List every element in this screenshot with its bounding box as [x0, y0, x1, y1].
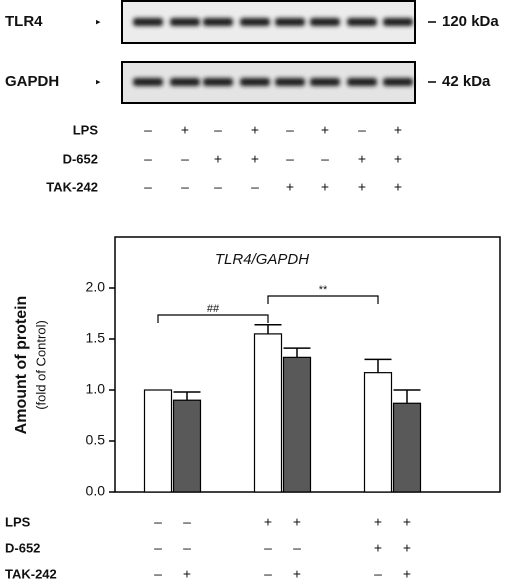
sign: +: [403, 566, 411, 582]
band: [310, 78, 340, 86]
y-label: Amount of protein: [13, 296, 30, 435]
sign: –: [264, 566, 272, 582]
sign: –: [144, 122, 152, 138]
band: [170, 18, 200, 26]
sign: –: [183, 514, 191, 530]
sign: –: [154, 514, 162, 530]
sign: –: [214, 122, 222, 138]
sign: +: [183, 566, 191, 582]
sign: +: [251, 122, 259, 138]
band: [275, 78, 305, 86]
sign: –: [251, 179, 259, 195]
sign: +: [251, 151, 259, 167]
y-tick-label: 2.0: [86, 279, 106, 295]
bar: [253, 333, 283, 493]
band: [275, 18, 305, 26]
sign: +: [403, 540, 411, 556]
band: [240, 18, 270, 26]
sign: –: [144, 151, 152, 167]
y-tick-label: 0.5: [86, 432, 106, 448]
band: [347, 18, 377, 26]
sign: +: [214, 151, 222, 167]
bar: [282, 356, 312, 493]
sign: –: [154, 540, 162, 556]
condition-label: LPS: [5, 514, 31, 529]
sign: –: [321, 151, 329, 167]
condition-label: D-652: [63, 151, 98, 166]
bar: [143, 389, 173, 493]
annotation: ##: [207, 303, 220, 315]
condition-label: LPS: [73, 122, 99, 137]
sign: +: [321, 179, 329, 195]
y-tick-label: 0.0: [86, 483, 106, 499]
bracket: [157, 314, 269, 323]
sign: –: [358, 122, 366, 138]
bar: [172, 399, 202, 493]
sign: –: [144, 179, 152, 195]
band: [383, 78, 413, 86]
bar: [363, 372, 393, 493]
bar: [392, 402, 422, 493]
sign: –: [286, 151, 294, 167]
band: [133, 18, 163, 26]
arrow: ▸: [96, 76, 101, 86]
band: [240, 78, 270, 86]
band: [203, 78, 233, 86]
sign: +: [358, 179, 366, 195]
band: [170, 78, 200, 86]
sign: +: [321, 122, 329, 138]
blot-label: TLR4: [5, 13, 43, 30]
sign: –: [264, 540, 272, 556]
sign: +: [374, 540, 382, 556]
blot-label: GAPDH: [5, 73, 59, 90]
sign: +: [394, 179, 402, 195]
y-sublabel: (fold of Control): [33, 320, 48, 410]
bracket: [267, 295, 379, 304]
annotation: **: [319, 284, 328, 296]
condition-label: D-652: [5, 540, 40, 555]
sign: +: [286, 179, 294, 195]
sign: +: [293, 566, 301, 582]
sign: –: [181, 179, 189, 195]
sign: –: [286, 122, 294, 138]
sign: +: [181, 122, 189, 138]
arrow: ▸: [96, 16, 101, 26]
condition-label: TAK-242: [46, 179, 98, 194]
band: [203, 18, 233, 26]
condition-label: TAK-242: [5, 566, 57, 581]
chart-title: TLR4/GAPDH: [215, 251, 309, 268]
sign: –: [181, 151, 189, 167]
sign: +: [264, 514, 272, 530]
sign: –: [154, 566, 162, 582]
band: [347, 78, 377, 86]
sign: +: [374, 514, 382, 530]
sign: +: [403, 514, 411, 530]
sign: –: [214, 179, 222, 195]
sign: +: [394, 151, 402, 167]
size-label: 120 kDa: [442, 13, 499, 30]
y-tick-label: 1.5: [86, 330, 106, 346]
band: [310, 18, 340, 26]
sign: –: [374, 566, 382, 582]
sign: –: [293, 540, 301, 556]
y-tick-label: 1.0: [86, 381, 106, 397]
band: [383, 18, 413, 26]
sign: –: [183, 540, 191, 556]
band: [133, 78, 163, 86]
sign: +: [358, 151, 366, 167]
sign: +: [293, 514, 301, 530]
size-label: 42 kDa: [442, 73, 491, 90]
sign: +: [394, 122, 402, 138]
